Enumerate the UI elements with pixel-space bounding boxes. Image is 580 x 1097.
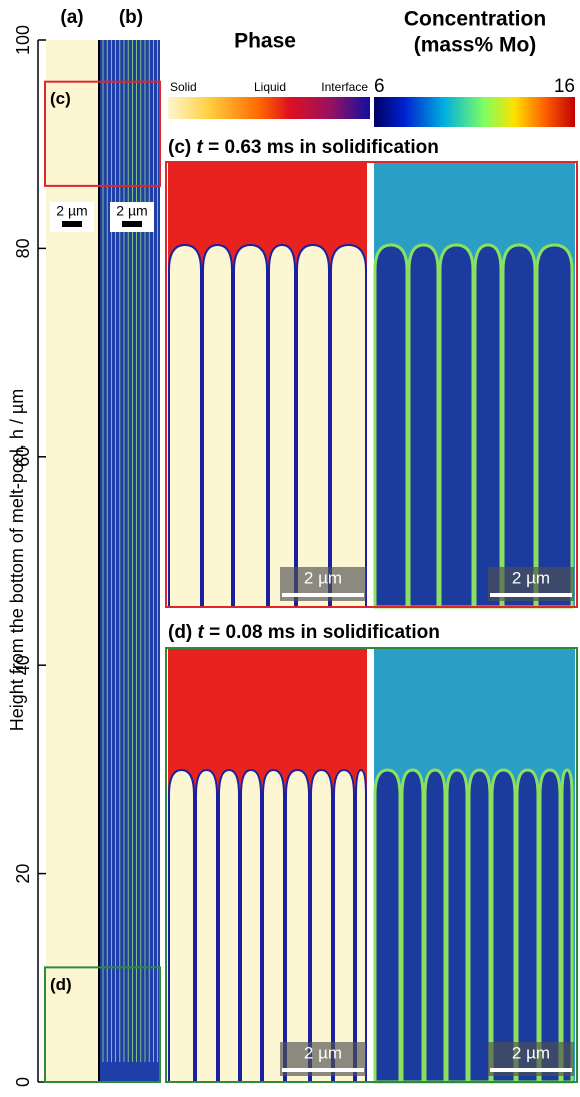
- page: {"axis": {"label": "Height from the bott…: [0, 0, 580, 1097]
- inset-gap: [368, 163, 373, 606]
- scale-label: 2 µm: [304, 568, 342, 587]
- dendrite: [203, 245, 232, 607]
- dendrite-conc: [425, 770, 445, 1082]
- dendrite-conc: [540, 770, 560, 1082]
- dendrite: [196, 770, 217, 1082]
- conc-max: 16: [554, 76, 575, 97]
- title-part: t: [191, 137, 203, 158]
- dendrite-conc: [375, 770, 400, 1082]
- phase-label: Liquid: [254, 80, 286, 94]
- scale-label: 2 µm: [56, 203, 87, 219]
- column-label: (a): [60, 7, 83, 28]
- dendrite: [311, 770, 332, 1082]
- scale-bar: [490, 593, 572, 597]
- dendrite: [169, 770, 194, 1082]
- scale-label: 2 µm: [512, 568, 550, 587]
- dendrite-conc: [409, 245, 438, 607]
- title-part: (d): [168, 622, 192, 643]
- dendrite-conc: [402, 770, 423, 1082]
- dendrite: [331, 245, 366, 607]
- y-tick-label: 40: [13, 655, 33, 675]
- dendrite-conc: [447, 770, 467, 1082]
- dendrite: [219, 770, 239, 1082]
- dendrite-conc: [475, 245, 501, 607]
- dendrite-conc: [492, 770, 515, 1082]
- scale-bar: [490, 1068, 572, 1072]
- dendrite: [269, 245, 295, 607]
- y-tick-label: 60: [13, 447, 33, 467]
- dendrite: [169, 245, 201, 607]
- dendrite: [356, 770, 366, 1082]
- inset-title: (d) t = 0.08 ms in solidification: [168, 622, 440, 643]
- title-part: (c): [168, 137, 191, 158]
- y-tick-label: 80: [13, 238, 33, 258]
- dendrite: [297, 245, 329, 607]
- y-tick-label: 100: [13, 25, 33, 55]
- conc-min: 6: [374, 76, 385, 97]
- dendrite-conc: [469, 770, 490, 1082]
- y-tick-label: 0: [13, 1077, 33, 1087]
- legend-title: (mass% Mo): [414, 34, 537, 57]
- phase-label: Interface: [321, 80, 368, 94]
- title-part: = 0.08 ms in solidification: [204, 622, 440, 643]
- phase-colorbar: [168, 97, 370, 119]
- scale-bar: [282, 1068, 364, 1072]
- scale-bar: [282, 593, 364, 597]
- figure: (a) (b) Phase Concentration (mass% Mo) S…: [0, 0, 580, 1097]
- scale-bar: [62, 221, 82, 227]
- inset-title: (c) t = 0.63 ms in solidification: [168, 137, 439, 158]
- y-tick-label: 20: [13, 864, 33, 884]
- dendrite-conc: [517, 770, 538, 1082]
- dendrite: [334, 770, 354, 1082]
- title-part: t: [192, 622, 204, 643]
- region-label: (d): [50, 975, 72, 994]
- dendrite: [286, 770, 309, 1082]
- column-label: (b): [119, 7, 143, 28]
- phase-label: Solid: [170, 80, 197, 94]
- legend-title: Phase: [234, 30, 296, 53]
- dendrite-conc: [503, 245, 535, 607]
- column-a: [46, 40, 98, 1082]
- dendrite: [263, 770, 284, 1082]
- dendrite: [234, 245, 267, 607]
- conc-colorbar: [374, 97, 575, 127]
- dendrite: [241, 770, 261, 1082]
- title-part: = 0.63 ms in solidification: [203, 137, 439, 158]
- column-b: [100, 40, 160, 1082]
- inset-gap: [368, 649, 373, 1081]
- scale-label: 2 µm: [512, 1043, 550, 1062]
- region-label: (c): [50, 89, 71, 108]
- scale-label: 2 µm: [116, 203, 147, 219]
- dendrite-conc: [537, 245, 572, 607]
- dendrite-conc: [375, 245, 407, 607]
- micrographs: [46, 40, 575, 1082]
- dendrite-conc: [562, 770, 572, 1082]
- scale-label: 2 µm: [304, 1043, 342, 1062]
- dendrite-conc: [440, 245, 473, 607]
- scale-bar: [122, 221, 142, 227]
- y-axis-label: Height from the bottom of melt-pool, h /…: [7, 389, 27, 732]
- legend-title: Concentration: [404, 8, 546, 31]
